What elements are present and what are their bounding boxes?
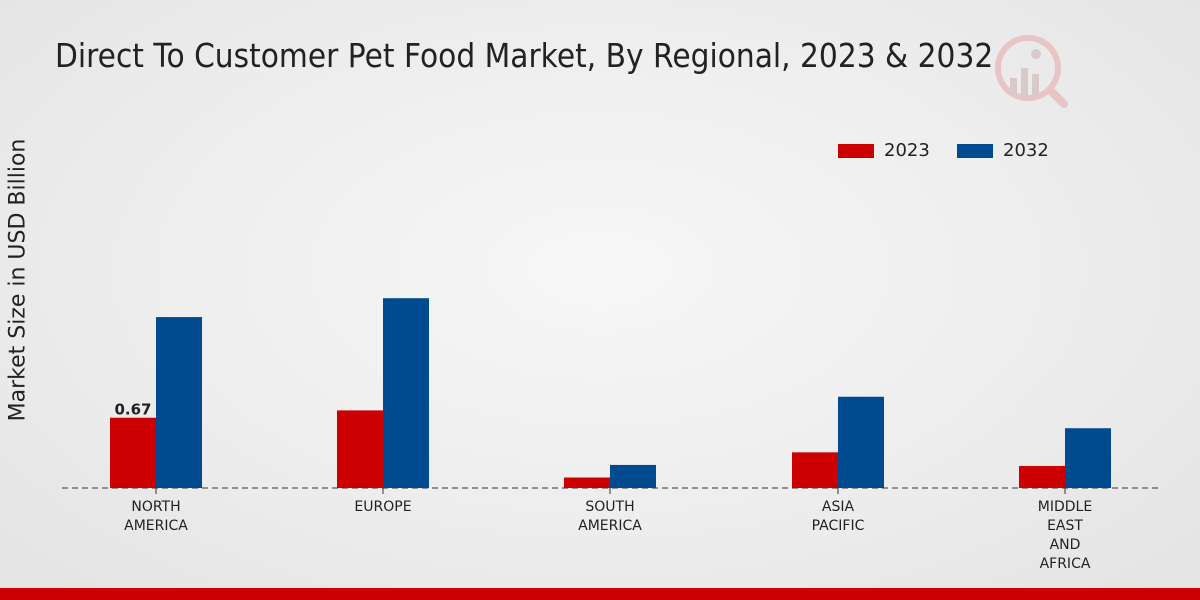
legend-item-2032: 2032 [957, 140, 1049, 161]
bar-2023-0 [110, 417, 156, 488]
chart-title: Direct To Customer Pet Food Market, By R… [55, 36, 994, 75]
bar-2032-0 [156, 317, 202, 488]
logo-icon [995, 35, 1068, 108]
bar-2023-1 [337, 410, 383, 488]
x-tick-label-2: SOUTH AMERICA [578, 499, 642, 534]
bar-2032-2 [610, 464, 656, 488]
x-tick-label-4: MIDDLE EAST AND AFRICA [1038, 499, 1092, 572]
bar-2032-1 [383, 298, 429, 488]
bar-2032-4 [1065, 428, 1111, 488]
legend-swatch-2023 [838, 143, 874, 158]
bar-2032-3 [838, 396, 884, 488]
x-tick-label-1: EUROPE [354, 499, 411, 515]
data-label-2023-0: 0.67 [114, 401, 151, 419]
bar-2023-2 [564, 477, 610, 488]
bar-2023-3 [792, 452, 838, 488]
legend-swatch-2032 [957, 143, 993, 158]
x-tick-label-3: ASIA PACIFIC [812, 499, 865, 534]
legend-label-2032: 2032 [1003, 140, 1049, 161]
x-tick-label-0: NORTH AMERICA [124, 499, 188, 534]
legend-label-2023: 2023 [884, 140, 930, 161]
legend-item-2023: 2023 [838, 140, 930, 161]
bar-2023-4 [1019, 465, 1065, 488]
bottom-accent-bar [0, 588, 1200, 600]
